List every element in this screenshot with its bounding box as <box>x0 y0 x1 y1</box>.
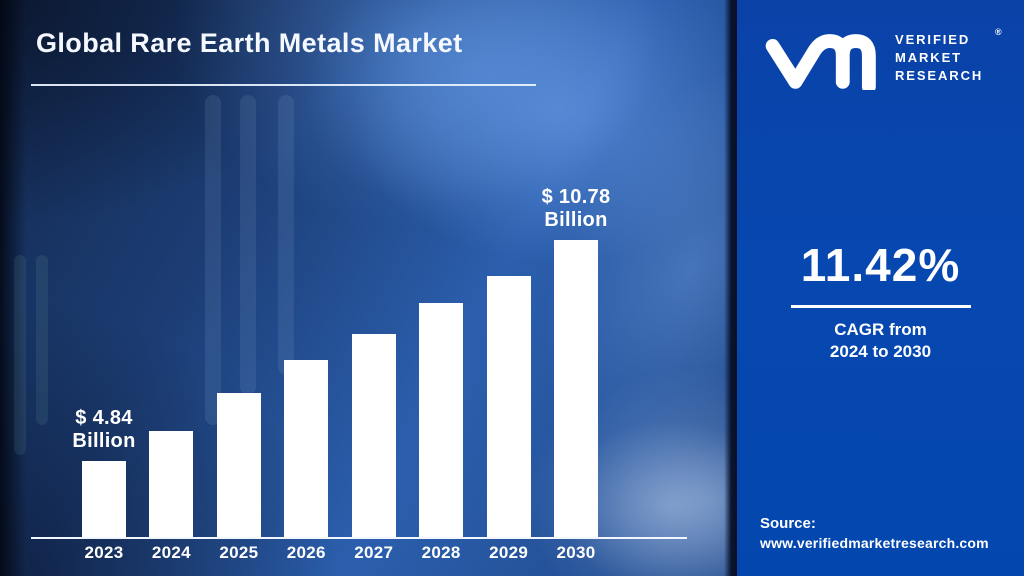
info-panel: VERIFIED MARKET RESEARCH ® 11.42% CAGR f… <box>737 0 1024 576</box>
cagr-divider <box>790 305 971 308</box>
bar-2025 <box>216 393 261 537</box>
x-tick-2024: 2024 <box>151 543 191 562</box>
x-tick-2029: 2029 <box>489 543 529 562</box>
cagr-caption-line1: CAGR from <box>834 320 927 339</box>
title-underline <box>31 84 536 86</box>
source-block: Source: www.verifiedmarketresearch.com <box>760 514 989 553</box>
x-tick-2030: 2030 <box>556 543 596 562</box>
source-label: Source: <box>760 515 816 532</box>
x-tick-2027: 2027 <box>354 543 394 562</box>
bar-2024 <box>149 431 194 537</box>
source-url[interactable]: www.verifiedmarketresearch.com <box>760 535 989 551</box>
vmr-monogram-icon <box>765 34 876 90</box>
value-label-unit: Billion <box>544 209 608 231</box>
bar-2030 <box>554 240 598 537</box>
cagr-caption-line2: 2024 to 2030 <box>829 342 932 361</box>
bar-2027 <box>351 334 396 537</box>
cagr-caption: CAGR from 2024 to 2030 <box>737 319 1024 363</box>
background-test-tube <box>14 255 26 455</box>
value-label-2030: $ 10.78 Billion <box>516 186 636 232</box>
plot-area: 2023 $ 4.84 Billion 2024 2025 2026 2027 2028 202… <box>31 0 687 562</box>
background-rack-slat <box>205 95 221 425</box>
brand-line-verified: VERIFIED <box>895 32 971 47</box>
x-tick-2023: 2023 <box>84 543 124 562</box>
brand-wordmark: VERIFIED MARKET RESEARCH <box>895 31 983 85</box>
brand-line-research: RESEARCH <box>895 68 984 83</box>
background-rack-slat <box>240 95 256 395</box>
bar-2028 <box>419 303 464 537</box>
page-title: Global Rare Earth Metals Market <box>36 28 463 58</box>
value-label-amount: $ 10.78 <box>541 186 611 208</box>
panel-divider-shadow <box>724 0 737 576</box>
value-label-unit: Billion <box>72 430 136 452</box>
cagr-block: 11.42% CAGR from 2024 to 2030 <box>737 238 1024 363</box>
bar-2029 <box>486 276 531 537</box>
value-label-amount: $ 4.84 <box>75 407 133 429</box>
x-tick-2026: 2026 <box>286 543 326 562</box>
bar-2026 <box>284 360 329 537</box>
brand-line-market: MARKET <box>895 50 963 65</box>
background-rack-slat <box>278 95 294 375</box>
bar-2023 <box>82 461 126 537</box>
registered-trademark-symbol: ® <box>995 27 1002 37</box>
x-tick-2028: 2028 <box>421 543 461 562</box>
chart-background: Global Rare Earth Metals Market 2023 $ 4.… <box>0 0 737 576</box>
cagr-value: 11.42% <box>800 239 961 291</box>
background-test-tube <box>36 255 48 425</box>
value-label-2023: $ 4.84 Billion <box>44 407 164 453</box>
x-tick-2025: 2025 <box>219 543 259 562</box>
x-axis-line <box>31 537 687 539</box>
